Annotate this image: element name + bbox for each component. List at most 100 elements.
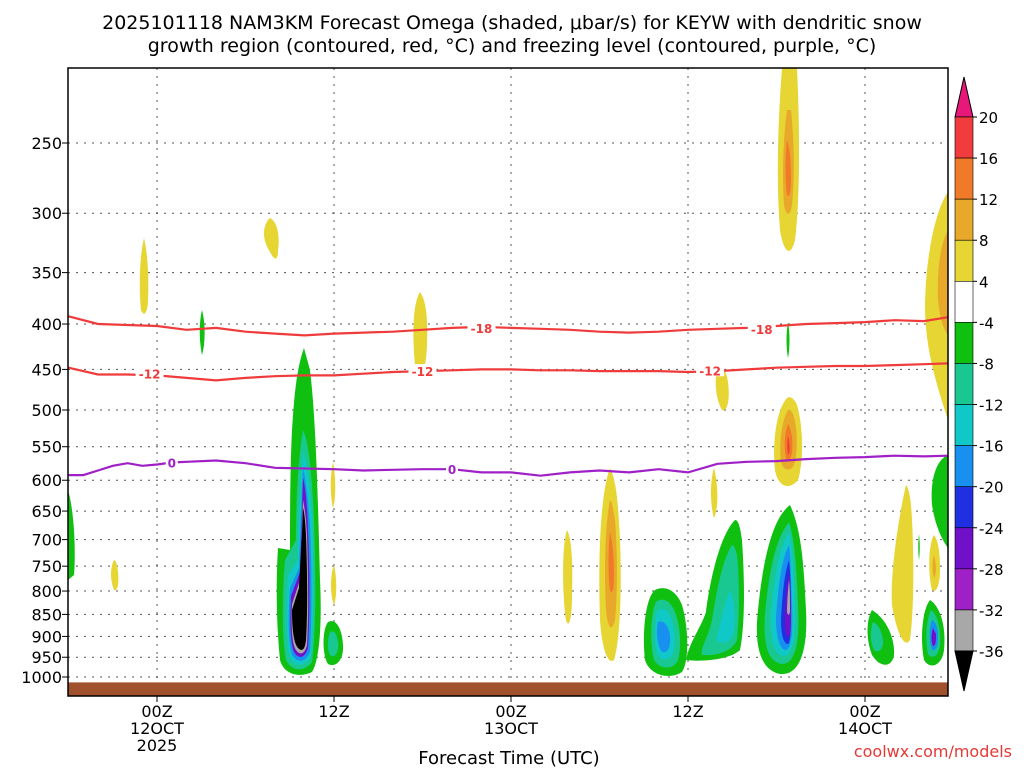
omega-descent-k: [891, 485, 914, 643]
colorbar-seg-4: [954, 281, 974, 323]
contour-label-bg-4: [696, 363, 725, 377]
contour-label-0: -18: [471, 322, 493, 336]
x-tick-label-0-2: 2025: [137, 736, 178, 755]
omega-descent-mid2: [330, 462, 336, 508]
omega-descent-mid1: [413, 292, 428, 378]
omega-ascent-n-purple: [931, 628, 936, 646]
x-tick-label-3-0: 12Z: [672, 702, 703, 721]
plot-frame: [67, 67, 949, 697]
omega-descent-e-orange: [785, 140, 791, 196]
colorbar-seg-1: [954, 157, 974, 200]
omega-ascent-o-teal: [870, 622, 884, 652]
contour-label-bg-3: [408, 364, 437, 378]
colorbar-label-13: -36: [979, 643, 1004, 661]
grid: [68, 68, 948, 696]
y-tick-label-700: 700: [31, 531, 62, 550]
colorbar-seg-6: [954, 363, 974, 405]
x-tick-label-4-1: 14OCT: [838, 719, 892, 738]
omega-ascent-small-a-teal: [327, 631, 339, 657]
omega-shading: [68, 68, 948, 676]
colorbar-label-0: 20: [979, 109, 998, 127]
colorbar-top-triangle: [954, 76, 974, 118]
contour-label-5: 0: [168, 456, 176, 470]
colorbar-seg-9: [954, 486, 974, 529]
chart-title-line2: growth region (contoured, red, °C) and f…: [148, 35, 877, 57]
y-tick-label-550: 550: [31, 438, 62, 457]
omega-ascent-b-blue: [657, 621, 671, 653]
y-tick-label-800: 800: [31, 582, 62, 601]
omega-descent-h: [711, 468, 718, 518]
chart-title-line1: 2025101118 NAM3KM Forecast Omega (shaded…: [102, 12, 922, 34]
y-tick-label-300: 300: [31, 204, 62, 223]
plot-area: [68, 68, 948, 696]
omega-ascent-p: [918, 534, 920, 560]
omega-ascent-m: [931, 455, 948, 548]
contour-dgz-minus-12: [68, 362, 949, 382]
x-axis-label: Forecast Time (UTC): [418, 748, 599, 768]
omega-ascent-left: [68, 490, 75, 580]
colorbar-seg-2: [954, 198, 974, 241]
contour-label-6: 0: [448, 463, 456, 477]
x-tick-label-0-0: 00Z: [141, 702, 172, 721]
colorbar-seg-7: [954, 404, 974, 446]
y-tick-label-950: 950: [31, 648, 62, 667]
contour-label-bg-6: [446, 462, 458, 476]
credit-link[interactable]: coolwx.com/models: [854, 742, 1012, 761]
omega-descent-ul1: [139, 238, 149, 314]
colorbar-label-9: -20: [979, 479, 1004, 497]
y-tick-label-650: 650: [31, 502, 62, 521]
omega-descent-ul2: [264, 218, 279, 259]
colorbar-label-4: 4: [979, 273, 989, 291]
colorbar-seg-3: [954, 239, 974, 282]
colorbar-label-5: -4: [979, 314, 994, 332]
y-tick-label-1000: 1000: [21, 668, 62, 687]
omega-ascent-d-gray: [787, 580, 790, 615]
omega-descent-small-b: [563, 530, 573, 624]
y-axis: 250 300 350 400 450 500 550 600 650 700 750 800 850 9…: [21, 134, 68, 687]
y-tick-label-850: 850: [31, 605, 62, 624]
y-tick-label-450: 450: [31, 360, 62, 379]
colorbar-label-12: -32: [979, 602, 1004, 620]
omega-descent-l-gold: [932, 555, 936, 578]
colorbar-label-8: -16: [979, 438, 1004, 456]
contour-label-bg-1: [747, 321, 776, 335]
omega-descent-ul3: [111, 560, 119, 591]
contour-label-bg-5: [165, 455, 178, 469]
y-tick-label-900: 900: [31, 627, 62, 646]
omega-ascent-main-black: [292, 508, 308, 650]
colorbar-label-3: 8: [979, 232, 989, 250]
contour-dgz-minus-18: [68, 315, 949, 337]
colorbar-label-2: 12: [979, 191, 998, 209]
x-tick-label-2-1: 13OCT: [484, 719, 538, 738]
omega-ascent-c-cyan: [716, 590, 735, 643]
omega-ascent-ul4: [199, 310, 205, 355]
y-tick-label-750: 750: [31, 557, 62, 576]
x-tick-label-1-0: 12Z: [318, 702, 349, 721]
x-tick-label-2-0: 00Z: [495, 702, 526, 721]
contour-label-3: -12: [412, 365, 434, 379]
contour-label-4: -12: [699, 364, 721, 378]
contour-label-1: -18: [751, 323, 773, 337]
y-tick-label-250: 250: [31, 134, 62, 153]
x-tick-label-0-1: 12OCT: [130, 719, 184, 738]
contour-label-2: -12: [139, 368, 161, 382]
y-tick-label-350: 350: [31, 264, 62, 283]
colorbar-seg-8: [954, 445, 974, 487]
y-tick-label-400: 400: [31, 315, 62, 334]
omega-descent-col-orange: [608, 532, 614, 593]
colorbar-label-11: -28: [979, 561, 1004, 579]
colorbar-seg-5: [954, 322, 974, 364]
contour-label-bg-2: [135, 366, 164, 380]
contours: -18 -18 -12 -12 -12 0 0: [68, 315, 949, 477]
omega-descent-f-red: [787, 436, 790, 455]
colorbar-label-10: -24: [979, 520, 1004, 538]
colorbar-seg-11: [954, 568, 974, 611]
contour-label-bg-0: [467, 320, 496, 334]
omega-descent-j-gold: [937, 230, 948, 335]
colorbar-seg-10: [954, 527, 974, 570]
omega-descent-mid3: [331, 565, 337, 605]
colorbar: 20 16 12 8 4 -4 -8 -12 -16 -20 -24 -28 -32 -36: [954, 76, 1004, 692]
y-tick-label-600: 600: [31, 471, 62, 490]
